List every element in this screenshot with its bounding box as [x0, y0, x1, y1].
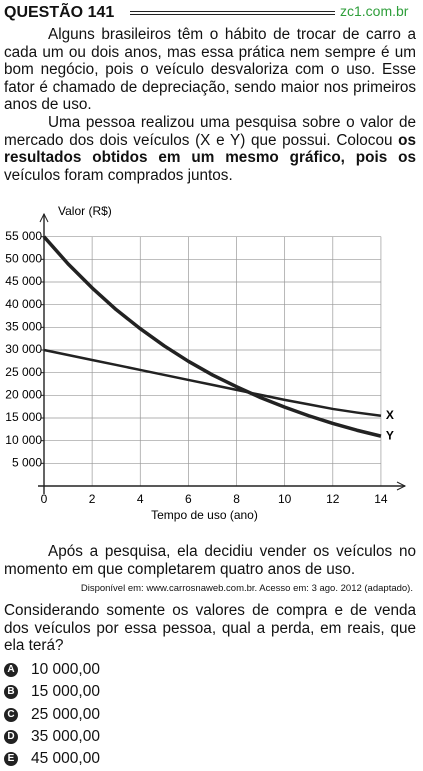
text: Uma pessoa realizou uma pesquisa sobre o… — [4, 114, 416, 149]
x-tick-label: 10 — [278, 492, 292, 506]
y-tick-label: 20 000 — [5, 388, 42, 402]
y-tick-label: 45 000 — [5, 274, 42, 288]
paragraph: Alguns brasileiros têm o hábito de troca… — [4, 26, 416, 113]
chart: 5 000 10 000 15 000 20 000 25 000 30 000 35 00… — [5, 204, 407, 522]
series-label: X — [386, 408, 394, 422]
x-tick-label: 14 — [374, 492, 388, 506]
series-line — [42, 235, 382, 438]
series-line — [43, 348, 382, 417]
paragraph: Após a pesquisa, ela decidiu vender os v… — [4, 543, 416, 578]
x-tick-label: 2 — [89, 492, 96, 506]
option: E 45 000,00 — [4, 748, 100, 770]
text: veículos foram comprados juntos. — [4, 166, 233, 184]
option: A 10 000,00 — [4, 659, 100, 681]
y-tick-label: 50 000 — [5, 252, 42, 266]
option-letter: E — [4, 752, 18, 767]
option: C 25 000,00 — [4, 704, 100, 726]
bold-text: os resultados obtidos em um mesmo gráfic… — [4, 131, 416, 167]
option: B 15 000,00 — [4, 681, 100, 703]
y-tick-label: 25 000 — [5, 365, 42, 379]
paragraph: Uma pessoa realizou uma pesquisa sobre o… — [4, 114, 416, 184]
header-rule — [130, 11, 335, 15]
y-axis-label: Valor (R$) — [58, 204, 112, 218]
x-tick-label: 8 — [233, 492, 240, 506]
y-tick-label: 15 000 — [5, 410, 42, 424]
site: zc1.com.br — [340, 3, 409, 19]
option-letter: A — [4, 663, 18, 677]
y-tick-label: 10 000 — [5, 433, 42, 447]
option: D 35 000,00 — [4, 726, 100, 748]
option-text: 10 000,00 — [31, 661, 100, 678]
y-tick-label: 30 000 — [5, 342, 42, 356]
series-label: Y — [386, 428, 394, 442]
axis-arrow — [396, 481, 407, 491]
question: Considerando somente os valores de compr… — [4, 602, 416, 654]
question-number: QUESTÃO 141 — [4, 4, 115, 21]
x-tick-label: 6 — [185, 492, 192, 506]
option-letter: C — [4, 707, 18, 722]
x-tick-label: 12 — [326, 492, 340, 506]
source: Disponível em: www.carrosnaweb.com.br. A… — [80, 583, 413, 594]
option-text: 15 000,00 — [31, 683, 100, 701]
x-axis-label: Tempo de uso (ano) — [151, 508, 258, 522]
option-text: 35 000,00 — [31, 727, 100, 745]
option-text: 25 000,00 — [31, 705, 100, 723]
x-tick-label: 4 — [137, 492, 144, 506]
option-letter: B — [4, 685, 18, 700]
x-tick-label: 0 — [41, 492, 48, 506]
y-tick-label: 40 000 — [5, 297, 42, 311]
option-letter: D — [4, 729, 18, 744]
axis-arrow — [39, 212, 49, 223]
y-tick-label: 55 000 — [5, 229, 42, 243]
y-tick-label: 5 000 — [12, 456, 42, 470]
option-text: 45 000,00 — [31, 750, 100, 768]
y-tick-label: 35 000 — [5, 320, 42, 334]
